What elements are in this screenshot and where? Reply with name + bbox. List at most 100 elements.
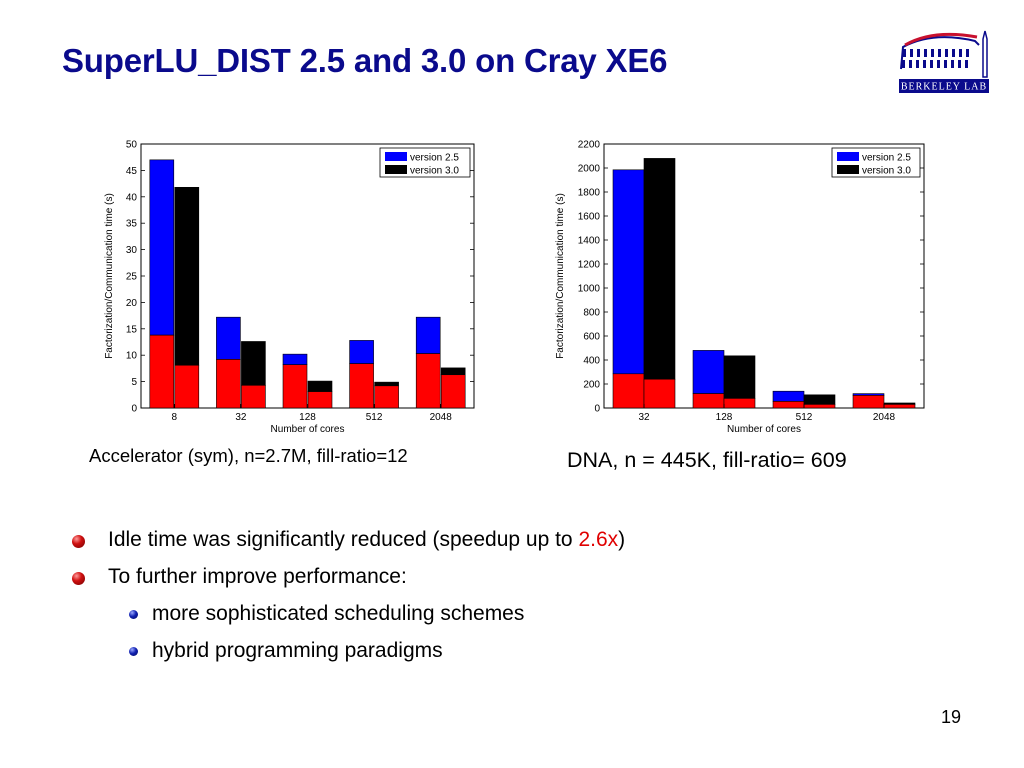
bar-v25-lower <box>612 373 645 409</box>
logo-wordmark: BERKELEY LAB <box>901 82 987 93</box>
y-tick-label: 5 <box>131 377 137 388</box>
blue-sphere-bullet-icon <box>129 647 138 656</box>
slide-title: SuperLU_DIST 2.5 and 3.0 on Cray XE6 <box>62 42 668 79</box>
bar-v25-lower <box>772 401 805 409</box>
bullet-text: Idle time was significantly reduced (spe… <box>108 528 625 552</box>
bullet-text: To further improve performance: <box>108 565 407 588</box>
y-tick-label: 45 <box>126 166 138 177</box>
dna-chart: 0 200 400 600 800 1000 1200 1400 1600 1800 2000 220… <box>538 128 938 438</box>
bar-v30-lower <box>241 384 266 409</box>
bar-v25-lower <box>216 359 241 409</box>
legend-swatch-v25 <box>837 152 859 161</box>
bar-v30-upper <box>307 380 333 392</box>
x-tick-label: 512 <box>796 412 813 423</box>
y-tick-label: 1200 <box>578 260 601 271</box>
bar-v25-lower <box>692 393 725 409</box>
bar-v30-lower <box>440 374 466 409</box>
bar-v30-lower <box>643 378 676 409</box>
bullet-text-main: Idle time was significantly reduced (spe… <box>108 528 579 551</box>
y-tick-label: 600 <box>583 332 600 343</box>
bar-v25-upper <box>349 340 374 364</box>
accelerator-chart-caption: Accelerator (sym), n=2.7M, fill-ratio=12 <box>89 445 408 466</box>
legend-label: version 2.5 <box>862 153 911 164</box>
bar-v25-upper <box>216 316 241 360</box>
bar-v30-lower <box>883 404 916 409</box>
x-tick-label: 2048 <box>430 412 453 423</box>
berkeley-lab-logo-graphic: BERKELEY LAB <box>899 30 989 93</box>
bar-v30-upper <box>440 367 466 376</box>
bar-v25-upper <box>692 350 725 394</box>
bar-v25-upper <box>415 316 441 354</box>
dna-chart-caption: DNA, n = 445K, fill-ratio= 609 <box>567 448 847 472</box>
legend-swatch-v25 <box>385 152 407 161</box>
legend-swatch-v30 <box>837 165 859 174</box>
bar-v30-lower <box>803 404 836 409</box>
dna-chart-svg: 0 200 400 600 800 1000 1200 1400 1600 1800 2000 220… <box>555 140 925 435</box>
y-tick-label: 2200 <box>578 140 601 151</box>
bullet-item: Idle time was significantly reduced (spe… <box>72 528 972 565</box>
blue-sphere-bullet-icon <box>129 610 138 619</box>
y-tick-label: 400 <box>583 356 600 367</box>
bar-v25-upper <box>772 390 805 402</box>
y-tick-label: 0 <box>131 404 137 415</box>
x-tick-label: 32 <box>235 412 247 423</box>
y-tick-label: 2000 <box>578 164 601 175</box>
x-axis-label: Number of cores <box>727 424 801 435</box>
y-tick-label: 0 <box>594 404 600 415</box>
bullet-text-suffix: ) <box>618 528 626 551</box>
bar-v25-upper <box>282 353 308 366</box>
bar-v25-upper <box>612 169 645 375</box>
red-sphere-bullet-icon <box>72 572 85 585</box>
sub-bullet-text: hybrid programming paradigms <box>152 639 443 662</box>
bar-v25-lower <box>349 363 374 409</box>
y-tick-label: 10 <box>126 351 138 362</box>
bar-v30-upper <box>174 186 200 366</box>
bar-v30-lower <box>723 398 756 409</box>
legend-label: version 3.0 <box>410 166 459 177</box>
sub-bullet-text: more sophisticated scheduling schemes <box>152 602 525 625</box>
legend-label: version 2.5 <box>410 153 459 164</box>
y-tick-label: 800 <box>583 308 600 319</box>
sub-bullet-item: more sophisticated scheduling schemes <box>72 602 972 639</box>
bar-v25-lower <box>852 395 885 409</box>
bullet-item: To further improve performance: <box>72 565 972 602</box>
y-tick-label: 1000 <box>578 284 601 295</box>
accelerator-chart-svg: 0 5 10 15 20 25 30 35 40 45 50 8 32 128 512 2048 Number … <box>104 140 475 435</box>
bar-v25-upper <box>149 159 175 336</box>
speedup-highlight: 2.6x <box>578 528 619 551</box>
legend-label: version 3.0 <box>862 166 911 177</box>
y-axis-label: Factorization/Communication time (s) <box>555 193 566 359</box>
x-axis-label: Number of cores <box>271 424 345 435</box>
bar-v30-upper <box>643 158 676 380</box>
y-tick-label: 40 <box>126 192 138 203</box>
y-tick-label: 200 <box>583 380 600 391</box>
berkeley-lab-logo: BERKELEY LAB <box>893 25 999 97</box>
y-axis-label: Factorization/Communication time (s) <box>104 193 115 359</box>
red-sphere-bullet-icon <box>72 535 85 548</box>
x-tick-label: 128 <box>716 412 733 423</box>
bar-v30-upper <box>803 394 836 405</box>
bar-v30-upper <box>723 355 756 399</box>
x-tick-label: 8 <box>172 412 178 423</box>
bar-v25-lower <box>282 364 308 409</box>
bar-v25-lower <box>149 334 175 409</box>
x-tick-label: 128 <box>299 412 316 423</box>
x-tick-label: 2048 <box>873 412 896 423</box>
bar-v30-lower <box>374 385 399 409</box>
y-tick-label: 35 <box>126 219 138 230</box>
y-tick-label: 25 <box>126 272 138 283</box>
y-tick-label: 1800 <box>578 188 601 199</box>
x-tick-label: 32 <box>638 412 650 423</box>
y-tick-label: 15 <box>126 324 138 335</box>
bar-v30-lower <box>307 391 333 409</box>
accelerator-chart: 0 5 10 15 20 25 30 35 40 45 50 8 32 128 512 2048 Number … <box>100 128 490 438</box>
bar-v30-upper <box>374 381 399 387</box>
legend-swatch-v30 <box>385 165 407 174</box>
page-number: 19 <box>941 707 962 727</box>
bar-v25-lower <box>415 353 441 409</box>
y-tick-label: 30 <box>126 245 138 256</box>
sub-bullet-item: hybrid programming paradigms <box>72 639 972 676</box>
bar-v30-upper <box>241 341 266 386</box>
bullet-list: Idle time was significantly reduced (spe… <box>72 528 972 676</box>
y-tick-label: 1400 <box>578 236 601 247</box>
